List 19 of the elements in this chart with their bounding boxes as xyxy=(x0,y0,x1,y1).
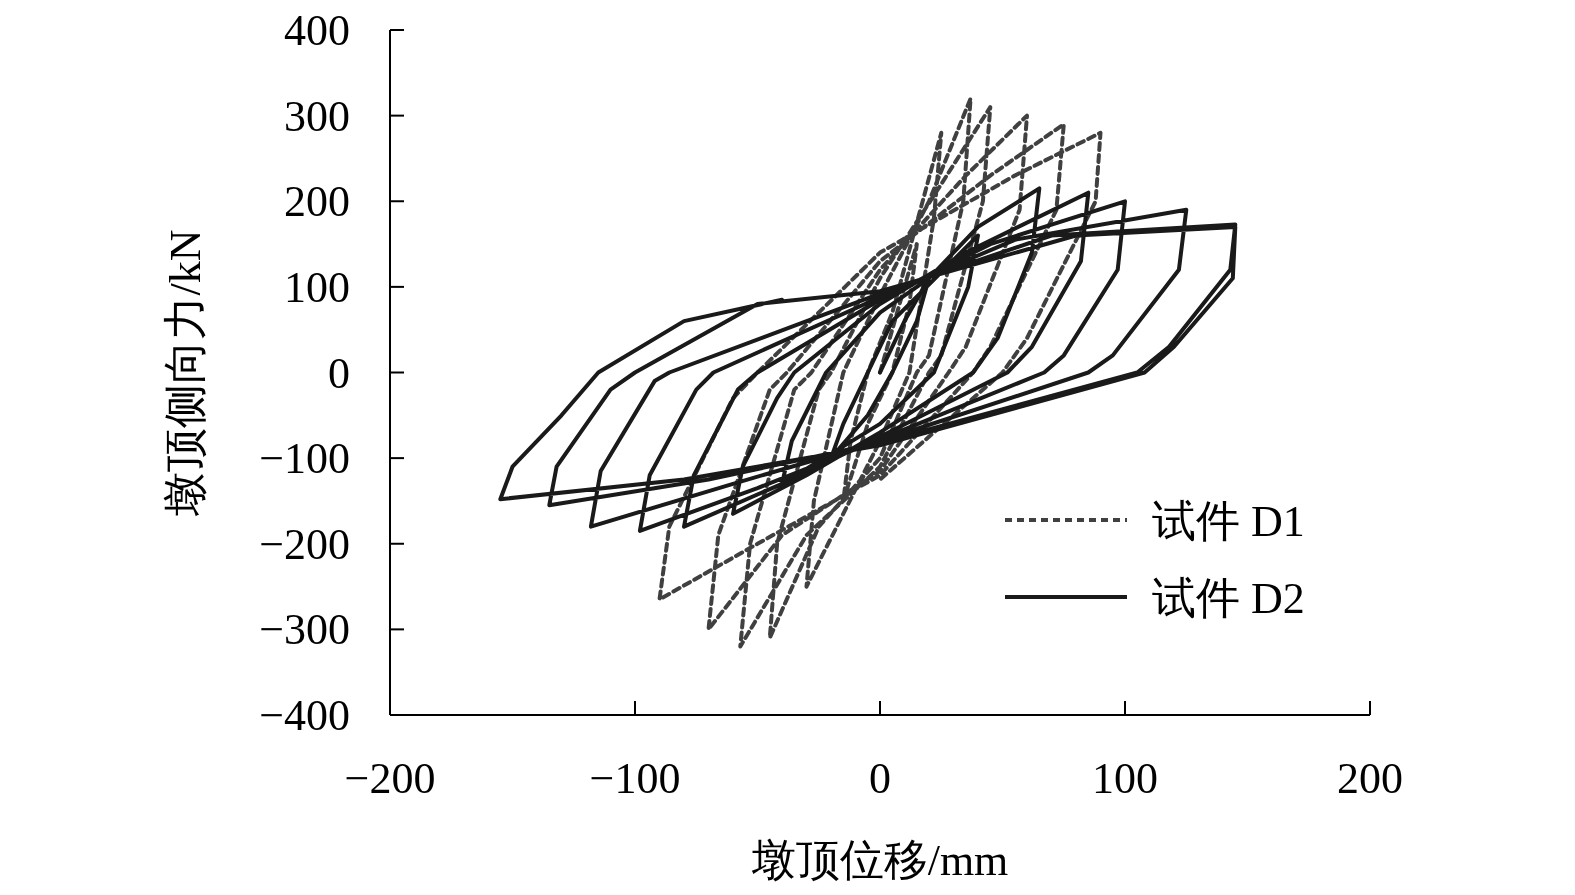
y-tick-label: 200 xyxy=(284,177,350,227)
y-tick-label: −400 xyxy=(259,691,350,740)
x-tick-label: −100 xyxy=(589,754,681,803)
y-tick-label: −300 xyxy=(259,605,350,655)
y-tick-label: 400 xyxy=(284,6,350,55)
line-series xyxy=(657,96,1103,649)
x-tick-label: −200 xyxy=(344,754,436,803)
legend-label: 试件 D1 xyxy=(1152,497,1305,546)
y-tick-label: 100 xyxy=(284,262,350,312)
y-tick-label: −200 xyxy=(259,519,350,569)
x-tick-label: 0 xyxy=(869,754,891,803)
y-axis-title: 墩顶侧向力/kN xyxy=(161,229,210,517)
legend-label: 试件 D2 xyxy=(1152,574,1305,623)
x-axis-title: 墩顶位移/mm xyxy=(750,836,1009,885)
y-tick-label: 300 xyxy=(284,91,350,141)
y-tick-label: 0 xyxy=(328,348,350,398)
x-tick-label: 200 xyxy=(1337,754,1403,803)
y-tick-label: −100 xyxy=(259,434,350,484)
x-tick-label: 100 xyxy=(1092,754,1158,803)
